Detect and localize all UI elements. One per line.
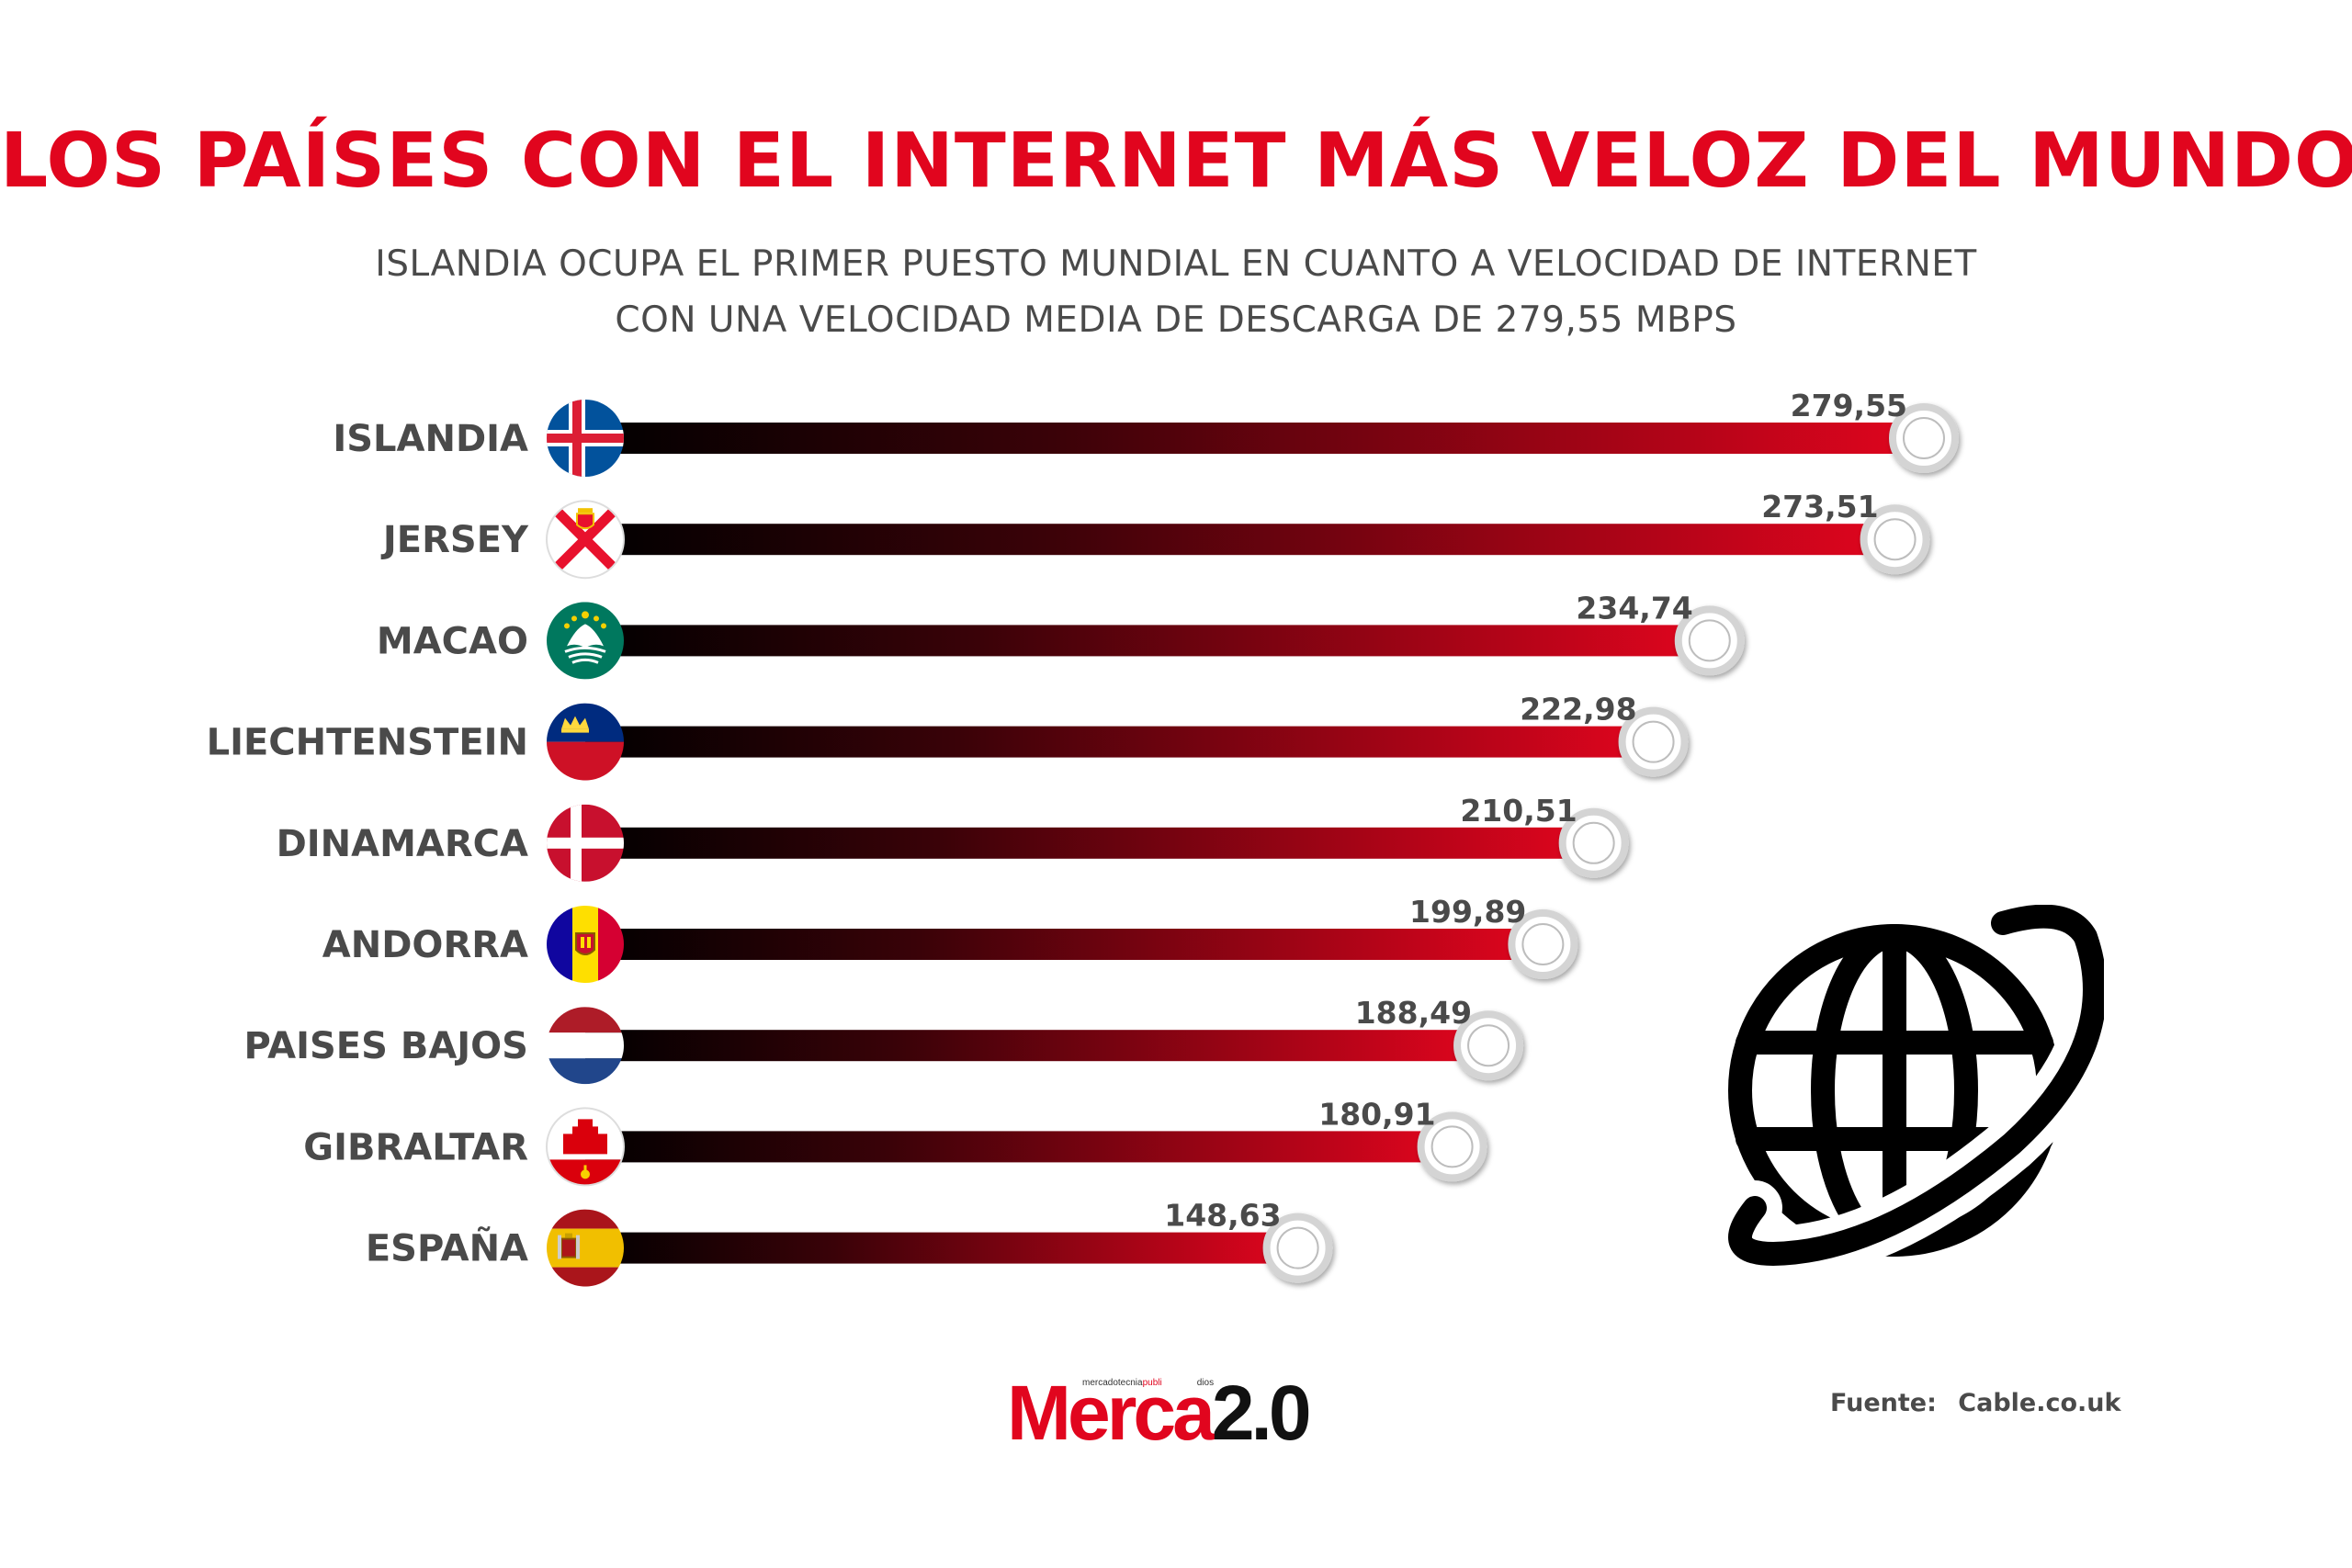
category-label-5: ANDORRA [322,924,528,966]
bar-3 [585,726,1652,758]
value-label-0: 279,55 [1791,388,1907,423]
category-label-8: ESPAÑA [366,1226,528,1270]
value-label-5: 199,89 [1409,894,1526,930]
source-value: Cable.co.uk [1958,1389,2121,1417]
merca-logo: mercadotecniapubli dios Merca2.0 [1007,1367,1356,1459]
bar-end-knob-inner-2 [1688,619,1731,662]
category-label-3: LIECHTENSTEIN [207,722,528,764]
page-title: LOS PAÍSES CON EL INTERNET MÁS VELOZ DEL… [0,118,2352,205]
bar-4 [585,827,1592,859]
category-label-2: MACAO [377,620,528,662]
category-label-1: JERSEY [380,519,529,561]
bar-end-knob-inner-1 [1873,518,1917,561]
value-label-1: 273,51 [1761,489,1878,525]
logo-tagline: mercadotecniapubli dios [1082,1378,1215,1388]
source-credit: Fuente: Cable.co.uk [1830,1389,2120,1417]
bar-8 [585,1232,1296,1264]
category-label-4: DINAMARCA [277,823,528,865]
logo-wordmark: Merca2.0 [1007,1370,1312,1456]
gibraltar-flag [546,1107,625,1187]
bar-end-knob-inner-4 [1572,821,1615,864]
value-label-6: 188,49 [1355,995,1472,1031]
spain-flag [547,1209,624,1287]
andorra-flag [547,906,624,983]
denmark-flag [547,804,624,882]
value-label-8: 148,63 [1164,1198,1281,1234]
source-label: Fuente: [1830,1389,1937,1417]
bar-end-knob-inner-7 [1430,1125,1474,1168]
bar-5 [585,929,1542,960]
bar-0 [585,423,1922,454]
category-label-0: ISLANDIA [333,418,528,460]
bar-6 [585,1030,1487,1062]
bar-end-knob-inner-8 [1276,1226,1319,1269]
bar-1 [585,524,1894,556]
subtitle-line-2: CON UNA VELOCIDAD MEDIA DE DESCARGA DE 2… [615,299,1737,341]
bar-end-knob-inner-5 [1521,923,1565,965]
bar-end-knob-inner-3 [1632,720,1675,763]
category-label-6: PAISES BAJOS [244,1025,529,1067]
globe-icon [1713,905,2104,1272]
macao-flag [547,602,624,680]
iceland-flag [547,400,624,477]
category-label-7: GIBRALTAR [303,1126,528,1168]
bar-2 [585,625,1708,657]
value-label-7: 180,91 [1318,1096,1435,1132]
value-label-4: 210,51 [1460,793,1577,829]
bar-chart: 279,55 ISLANDIA 273,51 JERSEY 234,74 MACAO 222… [207,388,1959,1287]
liechtenstein-flag [547,703,624,781]
value-label-2: 234,74 [1576,590,1692,626]
netherlands-flag [547,1007,624,1085]
bar-end-knob-inner-6 [1467,1024,1510,1067]
bar-end-knob-inner-0 [1903,417,1945,459]
subtitle-line-1: ISLANDIA OCUPA EL PRIMER PUESTO MUNDIAL … [375,243,1977,285]
value-label-3: 222,98 [1520,692,1636,728]
jersey-flag [546,500,625,580]
bar-7 [585,1131,1451,1163]
